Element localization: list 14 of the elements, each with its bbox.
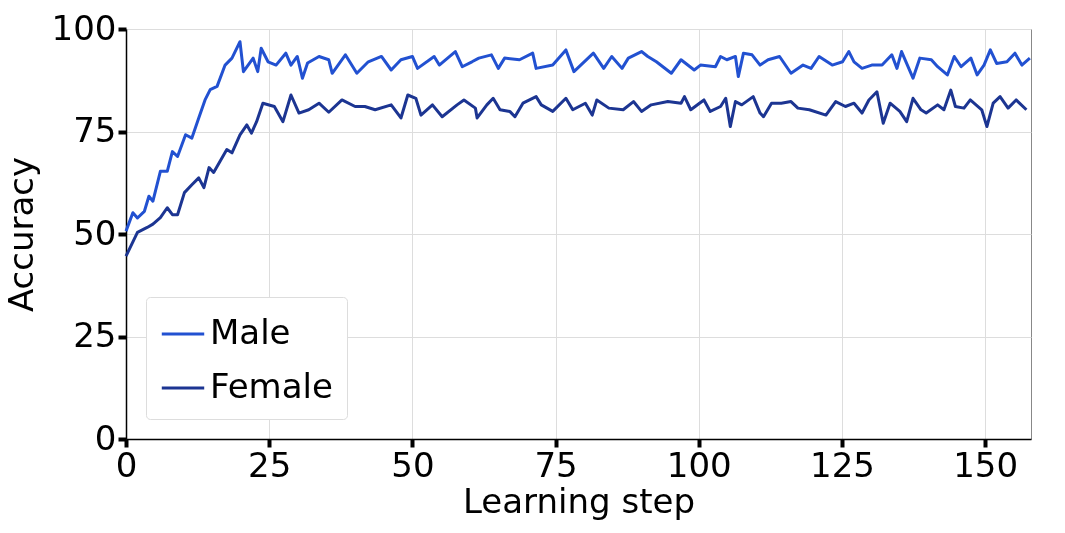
x-tick-label: 25: [248, 444, 292, 485]
legend-label: Male: [210, 312, 291, 352]
line-series: [124, 88, 1028, 258]
y-tick-label: 75: [73, 110, 117, 150]
x-tick-label: 125: [810, 444, 875, 485]
y-axis-title: Accuracy: [0, 156, 41, 313]
y-tick-label: 100: [51, 7, 117, 48]
y-tick-label: 0: [94, 417, 117, 458]
legend-label: Female: [210, 366, 333, 406]
y-tick-label: 25: [73, 315, 117, 355]
x-tick-label: 150: [953, 444, 1019, 485]
y-tick-label: 50: [73, 212, 117, 253]
line-series: [124, 40, 1032, 233]
x-tick-label: 50: [391, 444, 435, 485]
